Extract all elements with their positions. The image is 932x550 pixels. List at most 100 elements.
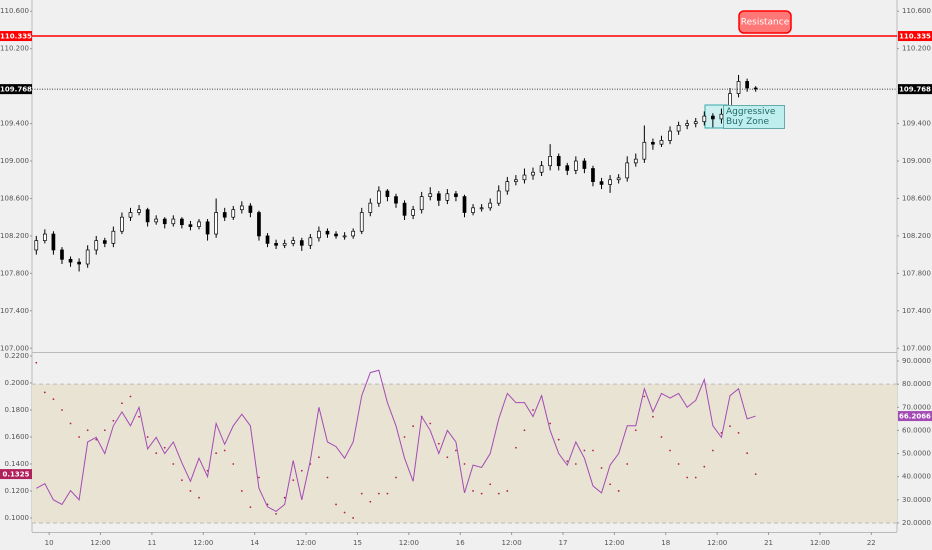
x-tick-label: 11 xyxy=(147,539,156,547)
candle-body xyxy=(34,240,39,251)
x-tick-label: 10 xyxy=(45,539,54,547)
indicator-dot xyxy=(711,449,714,452)
indicator-dot xyxy=(335,503,337,506)
right-tick-label: 108.600 xyxy=(902,194,931,202)
left-tick-label: 108.600 xyxy=(0,194,29,202)
candle-body xyxy=(428,193,433,197)
indicator-dot xyxy=(463,463,466,465)
x-tick-label: 12:00 xyxy=(296,539,316,547)
candle-body xyxy=(274,243,278,246)
right-tick-label: 107.400 xyxy=(902,307,931,315)
price-badge xyxy=(898,31,932,42)
right-tick-label: 30.0000 xyxy=(902,496,931,504)
candle-body xyxy=(51,233,56,251)
indicator-dot xyxy=(240,490,243,492)
indicator-dot xyxy=(198,496,200,499)
indicator-dot xyxy=(275,513,277,515)
indicator-dot xyxy=(497,492,500,495)
indicator-dot xyxy=(249,506,252,509)
candle-body xyxy=(582,160,587,169)
right-tick-label: 50.0000 xyxy=(902,450,931,458)
indicator-dot xyxy=(318,456,320,459)
indicator-dot xyxy=(352,517,355,519)
indicator-dot xyxy=(514,446,517,449)
indicator-dot xyxy=(300,469,303,472)
left-tick-label: 109.000 xyxy=(0,157,29,165)
candle-body xyxy=(608,179,612,185)
candle-body xyxy=(719,113,724,120)
indicator-dot xyxy=(652,415,654,418)
rsi-band xyxy=(32,384,897,523)
x-tick-label: 12:00 xyxy=(399,539,419,547)
right-tick-label: 109.400 xyxy=(902,120,931,128)
candle-body xyxy=(394,196,398,204)
indicator-dot xyxy=(446,456,449,459)
candle-body xyxy=(317,230,321,239)
indicator-dot xyxy=(523,429,526,432)
candle-body xyxy=(479,207,484,210)
candle-body xyxy=(342,235,347,238)
price-badge-label: 109.768 xyxy=(899,86,931,94)
candle-body xyxy=(565,165,570,171)
candle-body xyxy=(462,196,467,213)
candle-body xyxy=(753,87,758,90)
candle-body xyxy=(222,212,227,218)
right-tick-label: 110.600 xyxy=(902,7,931,15)
candle-body xyxy=(77,261,81,265)
indicator-dot xyxy=(677,463,680,465)
left-tick-label: 110.600 xyxy=(0,7,29,15)
candle-body xyxy=(368,202,373,213)
candle-body xyxy=(651,141,655,145)
candle-body xyxy=(591,168,595,182)
indicator-dot xyxy=(600,467,603,469)
candle-body xyxy=(162,218,167,225)
candle-body xyxy=(359,212,364,232)
right-tick-label: 20.0000 xyxy=(902,519,931,527)
resistance-label: Resistance xyxy=(741,18,790,28)
candle-body xyxy=(514,179,518,182)
candle-body xyxy=(334,233,338,237)
candle-body xyxy=(171,218,176,225)
left-tick-label: 107.400 xyxy=(0,307,29,315)
indicator-dot xyxy=(326,476,329,479)
right-tick-label: 40.0000 xyxy=(902,473,931,481)
indicator-dot xyxy=(112,419,115,422)
candle-body xyxy=(299,240,304,246)
indicator-dot xyxy=(369,500,372,503)
candle-body xyxy=(616,177,621,181)
candle-body xyxy=(599,181,604,185)
indicator-dot xyxy=(189,490,192,492)
candle-body xyxy=(205,221,210,235)
candle-body xyxy=(539,165,544,173)
indicator-dot xyxy=(609,483,611,486)
candle-body xyxy=(488,202,493,209)
indicator-dot xyxy=(643,395,646,398)
candle-body xyxy=(197,221,201,227)
price-badge xyxy=(898,411,932,422)
indicator-dot xyxy=(669,449,671,452)
price-badge xyxy=(0,469,32,480)
x-tick-label: 12:00 xyxy=(604,539,624,547)
candle-body xyxy=(659,140,664,145)
indicator-dot xyxy=(292,479,295,482)
candle-body xyxy=(111,230,116,244)
candle-body xyxy=(282,243,287,246)
right-tick-label: 110.200 xyxy=(902,45,931,53)
indicator-dot xyxy=(283,496,286,499)
indicator-dot xyxy=(163,446,166,449)
indicator-dot xyxy=(754,473,757,475)
candle-body xyxy=(239,205,244,211)
candle-body xyxy=(188,224,193,227)
indicator-dot xyxy=(386,492,389,495)
price-badge xyxy=(0,84,32,95)
indicator-dot xyxy=(549,422,552,425)
price-badge-label: 109.768 xyxy=(0,86,32,94)
indicator-dot xyxy=(86,429,89,432)
candle-body xyxy=(693,121,698,124)
candle-body xyxy=(419,196,424,211)
candle-body xyxy=(68,258,73,263)
candle-body xyxy=(137,209,141,213)
candle-body xyxy=(436,193,441,201)
candle-body xyxy=(214,212,218,235)
